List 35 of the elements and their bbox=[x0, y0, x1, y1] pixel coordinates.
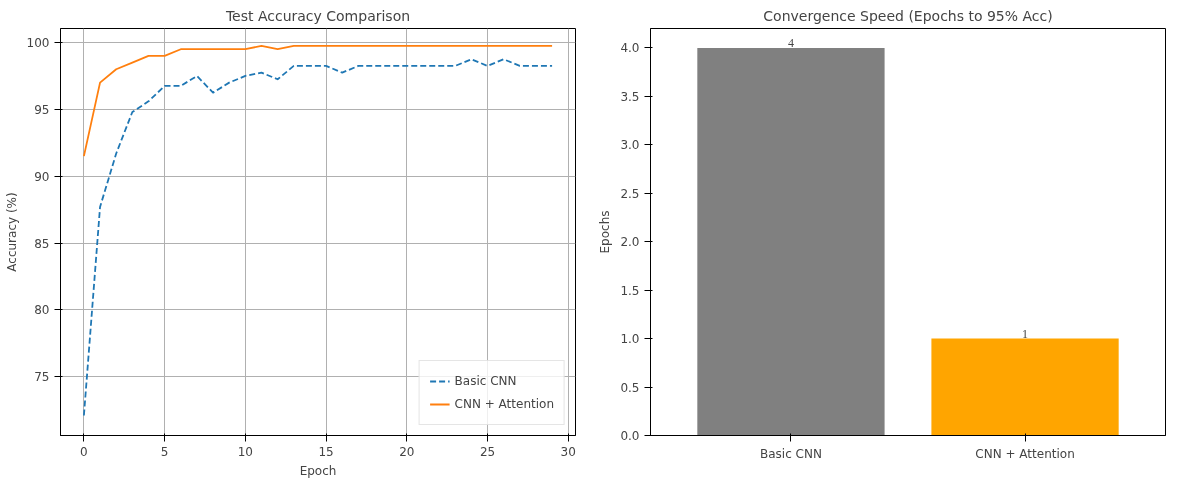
y-tick-label: 0.0 bbox=[620, 429, 640, 443]
x-tick-label: 30 bbox=[560, 444, 576, 459]
y-tick-label: 3.5 bbox=[620, 89, 640, 104]
legend-label: Basic CNN bbox=[454, 374, 517, 388]
y-tick-label: 95 bbox=[34, 102, 50, 117]
y-tick-label: 3.0 bbox=[620, 138, 640, 153]
y-tick-label: 80 bbox=[34, 303, 50, 318]
legend-label: CNN + Attention bbox=[454, 397, 554, 411]
y-tick-label: 1.5 bbox=[620, 283, 640, 298]
y-tick-label: 1.0 bbox=[620, 332, 640, 347]
line-series bbox=[83, 44, 553, 158]
x-tick-label: CNN + Attention bbox=[975, 446, 1075, 461]
x-axis-title: Epoch bbox=[299, 463, 337, 478]
line-series bbox=[83, 58, 553, 417]
x-tick-label: 0 bbox=[80, 444, 88, 459]
y-tick-label: 0.5 bbox=[620, 380, 640, 395]
chart-title: Convergence Speed (Epochs to 95% Acc) bbox=[763, 7, 1053, 24]
x-tick-label: Basic CNN bbox=[760, 446, 822, 461]
x-tick-label: 10 bbox=[237, 444, 253, 459]
y-tick-label: 2.5 bbox=[620, 186, 640, 201]
y-tick-label: 4.0 bbox=[620, 41, 640, 56]
y-tick-label: 100 bbox=[26, 36, 50, 51]
x-tick-label: 15 bbox=[318, 444, 334, 459]
y-tick-label: 90 bbox=[34, 169, 50, 184]
y-axis-title: Accuracy (%) bbox=[4, 192, 19, 272]
x-tick-label: 25 bbox=[479, 444, 496, 459]
chart-title: Test Accuracy Comparison bbox=[224, 7, 411, 24]
x-tick-label: 20 bbox=[399, 444, 415, 459]
y-tick-label: 2.0 bbox=[620, 235, 640, 250]
y-tick-label: 75 bbox=[34, 370, 50, 385]
data-label: 1 bbox=[1022, 326, 1029, 341]
x-tick-label: 5 bbox=[160, 444, 169, 459]
y-tick-label: 85 bbox=[34, 236, 50, 251]
y-axis-title: Epochs bbox=[598, 210, 613, 254]
data-label: 4 bbox=[787, 35, 794, 50]
